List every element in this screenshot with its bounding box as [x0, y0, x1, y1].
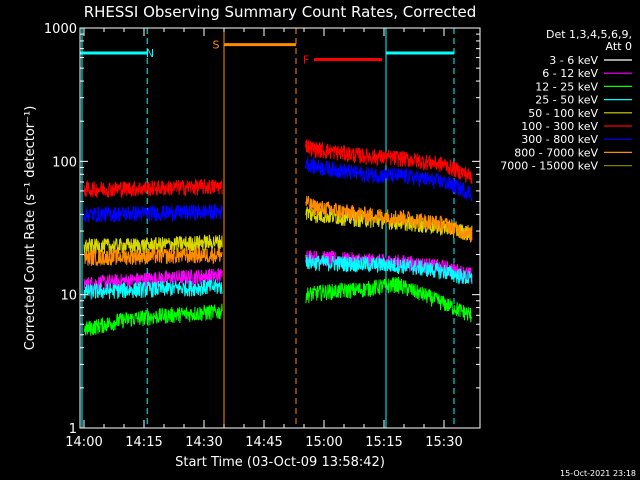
y-tick-label: 1000	[44, 22, 77, 37]
legend-header: Det 1,3,4,5,6,9,	[546, 28, 632, 41]
span-label: N	[146, 47, 154, 60]
legend-entry-label: 100 - 300 keV	[521, 120, 598, 133]
series-line	[83, 179, 223, 199]
span-label: S	[213, 39, 220, 52]
observing-spans: N S F	[80, 28, 455, 428]
legend-entry-label: 3 - 6 keV	[549, 54, 598, 67]
series-line	[83, 279, 223, 300]
legend-header: Att 0	[606, 40, 632, 53]
series-line	[83, 303, 223, 336]
y-tick-label: 10	[60, 289, 77, 304]
y-axis-label: Corrected Count Rate (s⁻¹ detector⁻¹)	[23, 106, 38, 351]
legend-entry-label: 50 - 100 keV	[528, 107, 598, 120]
series-line	[305, 276, 473, 323]
x-tick-label: 15:15	[365, 435, 402, 450]
legend-entry-label: 300 - 800 keV	[521, 133, 598, 146]
data-series	[83, 139, 473, 336]
x-tick-label: 15:30	[425, 435, 462, 450]
series-line	[83, 245, 223, 267]
series-line	[305, 156, 473, 201]
legend-entry-label: 7000 - 15000 keV	[500, 160, 598, 173]
legend-entry-label: 12 - 25 keV	[535, 80, 598, 93]
x-tick-label: 14:45	[245, 435, 282, 450]
x-tick-label: 14:15	[125, 435, 162, 450]
series-line	[305, 195, 473, 243]
legend-entry-label: 25 - 50 keV	[535, 94, 598, 107]
chart-title: RHESSI Observing Summary Count Rates, Co…	[84, 3, 477, 21]
x-tick-label: 14:00	[65, 435, 102, 450]
y-tick-label: 100	[52, 155, 77, 170]
x-axis-label: Start Time (03-Oct-09 13:58:42)	[175, 455, 385, 470]
timestamp: 15-Oct-2021 23:18	[560, 469, 636, 478]
legend-entry-label: 6 - 12 keV	[542, 67, 598, 80]
x-tick-label: 15:00	[305, 435, 342, 450]
x-axis-ticks: 14:00 14:15 14:30 14:45 15:00 15:15 15:30	[65, 28, 463, 450]
legend-entry-label: 800 - 7000 keV	[514, 146, 598, 159]
span-label: F	[303, 54, 309, 67]
plot-frame	[79, 27, 481, 429]
series-line	[305, 139, 473, 185]
x-tick-label: 14:30	[185, 435, 222, 450]
y-axis-ticks: 1 10 100 1000	[44, 22, 480, 437]
y-tick-label: 1	[69, 422, 77, 437]
series-line	[305, 254, 473, 285]
series-line	[83, 203, 223, 223]
